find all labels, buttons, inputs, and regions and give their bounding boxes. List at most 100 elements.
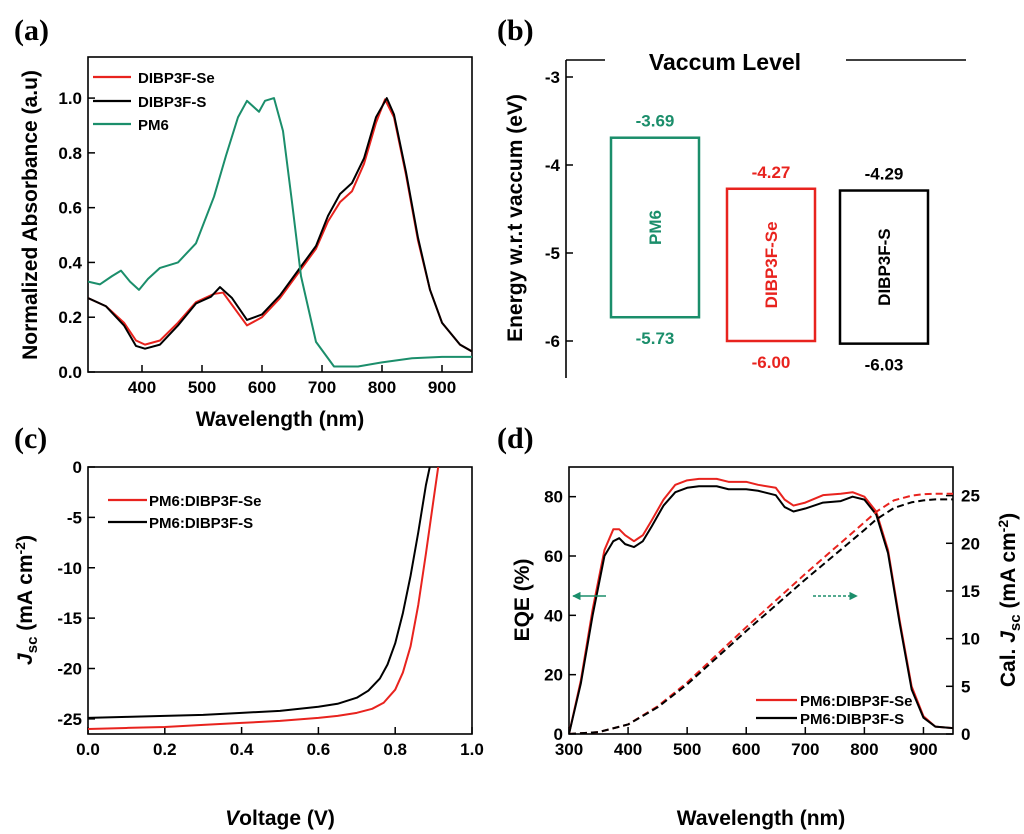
panel-c-y-axis-title: Jsc (mA cm-2)	[12, 535, 41, 665]
panel-d-series	[569, 477, 953, 734]
panel-b-levels: PM6 -3.69 -5.73 DIBP3F-Se -4.27 -6.00 DIBP3F-S…	[609, 112, 930, 375]
homo-value-dibp3f-se: -6.00	[752, 353, 791, 372]
panel-c-legend: PM6:DIBP3F-Se PM6:DIBP3F-S	[108, 493, 262, 532]
level-name-dibp3f-s: DIBP3F-S	[875, 228, 894, 305]
panel-a-x-tick-label: 400	[128, 378, 156, 397]
panel-b-energy-level-diagram: (b) Vaccum Level -3 -4 -5 -6 PM6 -3.69 -5.73 D…	[497, 14, 966, 378]
panel-d-right-axis-title: Cal. Jsc (mA cm-2)	[995, 513, 1024, 687]
panel-b-y-tick-label: -5	[545, 244, 560, 263]
panel-b-y-tick-label: -6	[545, 332, 560, 351]
panel-d-right-y-tick-label: 0	[961, 725, 970, 744]
panel-a-y-tick-label: 1.0	[58, 89, 82, 108]
panel-c-label: (c)	[14, 422, 47, 455]
panel-b-y-ticks: -3 -4 -5 -6	[545, 68, 573, 351]
panel-d-right-y-tick-label: 25	[961, 487, 980, 506]
panel-d-right-y-tick-label: 5	[961, 677, 970, 696]
panel-a-series	[88, 97, 472, 368]
panel-a-y-tick-label: 0.8	[58, 144, 82, 163]
panel-c-x-axis-title: Voltage (V)	[225, 807, 335, 830]
panel-d-y-axis-title: EQE (%)	[511, 559, 534, 642]
panel-d-right-y-tick-label: 10	[961, 630, 980, 649]
panel-c-y-tick-label: -20	[57, 660, 82, 679]
panel-d-x-tick-label: 500	[673, 740, 701, 759]
panel-c-y-tick-label: -5	[67, 508, 82, 527]
vacuum-level-title: Vaccum Level	[649, 49, 801, 75]
homo-value-dibp3f-s: -6.03	[865, 356, 904, 375]
panel-d-y-tick-label: 80	[544, 488, 563, 507]
panel-d-x-tick-label: 400	[614, 740, 642, 759]
panel-a-y-axis-title: Normalized Absorbance (a.u)	[19, 70, 42, 360]
legend-label-pm6-dibp3f-se: PM6:DIBP3F-Se	[149, 493, 262, 510]
panel-c-series	[88, 467, 440, 730]
legend-label-pm6-dibp3f-s: PM6:DIBP3F-S	[149, 515, 253, 532]
panel-a-y-tick-label: 0.6	[58, 199, 82, 218]
legend-label-pm6: PM6	[138, 117, 169, 134]
level-box-pm6	[609, 136, 701, 319]
panel-d-y-tick-label: 0	[554, 725, 563, 744]
panel-a-x-axis-title: Wavelength (nm)	[196, 408, 364, 431]
level-box-dibp3f-s	[838, 189, 930, 345]
panel-d-y-tick-label: 60	[544, 547, 563, 566]
lumo-value-pm6: -3.69	[636, 112, 675, 131]
panel-d-y-ticks-left: 0 20 40 60 80	[544, 488, 576, 744]
panel-c-x-tick-label: 0.4	[230, 740, 254, 759]
panel-c-y-ticks: 0 -5 -10 -15 -20 -25	[57, 458, 95, 729]
panel-d-y-tick-label: 40	[544, 606, 563, 625]
panel-c-x-tick-label: 0.0	[76, 740, 100, 759]
panel-d-right-y-tick-label: 15	[961, 582, 980, 601]
panel-d-label: (d)	[497, 422, 534, 455]
panel-a-x-tick-label: 600	[248, 378, 276, 397]
panel-b-y-tick-label: -4	[545, 156, 561, 175]
legend-label-pm6-dibp3f-s-eqe: PM6:DIBP3F-S	[800, 711, 904, 728]
panel-d-series-cal-jsc-pm6-dibp3f-s	[569, 498, 953, 734]
panel-d-y-tick-label: 20	[544, 666, 563, 685]
panel-c-x-tick-label: 0.6	[307, 740, 331, 759]
panel-c-x-ticks: 0.0 0.2 0.4 0.6 0.8 1.0	[76, 727, 484, 759]
panel-a-y-tick-label: 0.4	[58, 253, 82, 272]
panel-a-x-tick-label: 700	[308, 378, 336, 397]
lumo-value-dibp3f-s: -4.29	[865, 165, 904, 184]
panel-a-x-tick-label: 500	[188, 378, 216, 397]
panel-c-plot-frame	[87, 466, 473, 735]
panel-a-y-tick-label: 0.2	[58, 308, 82, 327]
homo-value-pm6: -5.73	[636, 329, 675, 348]
panel-d-series-pm6-dibp3f-s	[569, 485, 953, 734]
legend-label-pm6-dibp3f-se-eqe: PM6:DIBP3F-Se	[800, 693, 913, 710]
panel-a-legend: DIBP3F-Se DIBP3F-S PM6	[93, 70, 215, 134]
panel-d-x-tick-label: 900	[909, 740, 937, 759]
panel-c-x-tick-label: 1.0	[460, 740, 484, 759]
panel-d-x-tick-label: 700	[791, 740, 819, 759]
panel-b-label: (b)	[497, 14, 534, 47]
panel-d-x-tick-label: 300	[555, 740, 583, 759]
panel-a-plot-frame	[87, 56, 473, 373]
panel-a-series-dibp3f-s	[88, 97, 472, 353]
panel-c-y-tick-label: -15	[57, 609, 82, 628]
level-name-pm6: PM6	[646, 210, 665, 245]
level-box-dibp3f-se	[725, 187, 817, 343]
panel-a-absorbance-chart: (a) 400 500 600 700 800 900 0.0 0.2 0.4 0.6 0.8 1.…	[14, 14, 473, 431]
panel-c-jv-chart: (c) 0.0 0.2 0.4 0.6 0.8 1.0 0 -5 -10 -15 -20 -25 V…	[12, 422, 484, 830]
panel-d-y-ticks-right: 0 5 10 15 20 25	[946, 487, 980, 744]
legend-label-dibp3f-s: DIBP3F-S	[138, 94, 206, 111]
panel-d-legend: PM6:DIBP3F-Se PM6:DIBP3F-S	[756, 693, 913, 728]
panel-b-y-axis-title: Energy w.r.t vaccum (eV)	[504, 94, 527, 342]
panel-a-y-ticks: 0.0 0.2 0.4 0.6 0.8 1.0	[58, 89, 95, 382]
panel-c-series-pm6-dibp3f-s	[88, 467, 431, 719]
panel-a-series-dibp3f-se	[88, 98, 472, 353]
panel-d-plot-frame	[568, 466, 954, 735]
panel-a-y-tick-label: 0.0	[58, 363, 82, 382]
panel-a-x-ticks: 400 500 600 700 800 900	[128, 365, 456, 397]
legend-label-dibp3f-se: DIBP3F-Se	[138, 70, 215, 87]
panel-c-y-tick-label: -10	[57, 559, 82, 578]
panel-d-right-y-tick-label: 20	[961, 534, 980, 553]
panel-d-x-axis-title: Wavelength (nm)	[677, 807, 845, 830]
panel-c-y-tick-label: -25	[57, 710, 82, 729]
panel-d-x-ticks: 300 400 500 600 700 800 900	[555, 727, 938, 759]
panel-c-y-tick-label: 0	[73, 458, 82, 477]
panel-b-y-tick-label: -3	[545, 68, 560, 87]
panel-a-label: (a)	[14, 14, 49, 47]
panel-d-x-tick-label: 600	[732, 740, 760, 759]
panel-c-x-tick-label: 0.8	[383, 740, 407, 759]
panel-a-x-tick-label: 800	[368, 378, 396, 397]
